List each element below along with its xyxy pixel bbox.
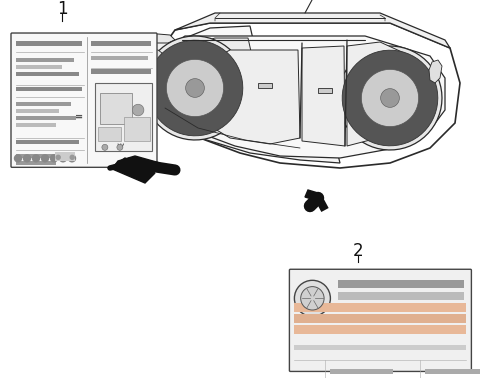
Bar	[16, 109, 59, 113]
Polygon shape	[429, 60, 442, 83]
Bar	[294, 303, 467, 312]
Bar	[294, 314, 467, 323]
Bar	[16, 41, 82, 46]
FancyBboxPatch shape	[289, 269, 471, 372]
Polygon shape	[318, 88, 332, 93]
Polygon shape	[205, 50, 300, 144]
Circle shape	[33, 155, 39, 162]
Polygon shape	[175, 13, 450, 48]
Bar	[16, 154, 68, 158]
Bar	[91, 69, 151, 74]
Text: =: =	[75, 112, 83, 122]
Polygon shape	[172, 95, 187, 108]
Bar	[425, 369, 480, 374]
Circle shape	[294, 280, 330, 316]
Circle shape	[117, 144, 123, 150]
Circle shape	[50, 155, 58, 162]
Bar	[91, 56, 148, 60]
Bar	[16, 140, 79, 144]
Polygon shape	[110, 158, 155, 183]
Circle shape	[24, 155, 31, 162]
Polygon shape	[156, 93, 172, 113]
Bar	[330, 369, 394, 374]
Bar	[55, 152, 75, 161]
FancyBboxPatch shape	[11, 33, 157, 167]
Polygon shape	[305, 190, 318, 200]
Circle shape	[60, 155, 67, 162]
Polygon shape	[136, 34, 175, 58]
Circle shape	[14, 155, 22, 162]
Polygon shape	[258, 83, 272, 88]
Polygon shape	[143, 36, 247, 140]
Polygon shape	[155, 26, 255, 123]
Polygon shape	[167, 59, 224, 116]
Polygon shape	[155, 78, 340, 163]
Polygon shape	[113, 156, 160, 172]
Polygon shape	[338, 46, 442, 150]
Polygon shape	[347, 42, 425, 146]
Polygon shape	[147, 40, 243, 136]
Polygon shape	[302, 46, 345, 146]
Bar	[16, 123, 56, 127]
Bar	[98, 127, 121, 141]
Bar	[16, 58, 73, 62]
Bar	[16, 116, 76, 120]
Text: 1: 1	[57, 0, 68, 19]
Bar	[16, 72, 79, 76]
Bar	[124, 117, 150, 141]
Polygon shape	[138, 38, 175, 88]
Bar	[16, 102, 71, 106]
Bar	[91, 41, 151, 46]
Circle shape	[102, 144, 108, 150]
Bar	[338, 280, 464, 288]
Bar	[16, 65, 62, 69]
Text: 2: 2	[352, 242, 363, 260]
Bar	[16, 87, 82, 91]
Bar	[16, 161, 56, 165]
Polygon shape	[146, 68, 160, 82]
Bar	[95, 82, 153, 151]
Polygon shape	[141, 50, 162, 70]
Polygon shape	[186, 79, 204, 98]
Circle shape	[56, 155, 60, 159]
Bar	[100, 93, 132, 124]
Polygon shape	[148, 23, 460, 168]
Circle shape	[69, 155, 75, 162]
Polygon shape	[381, 89, 399, 107]
Polygon shape	[361, 70, 419, 127]
Polygon shape	[342, 50, 438, 146]
Bar	[294, 325, 467, 334]
Circle shape	[70, 155, 74, 159]
Circle shape	[41, 155, 48, 162]
Circle shape	[300, 287, 324, 310]
Polygon shape	[175, 36, 445, 158]
Bar	[338, 292, 464, 300]
Circle shape	[132, 104, 144, 116]
Polygon shape	[165, 38, 252, 120]
Bar	[294, 345, 467, 350]
